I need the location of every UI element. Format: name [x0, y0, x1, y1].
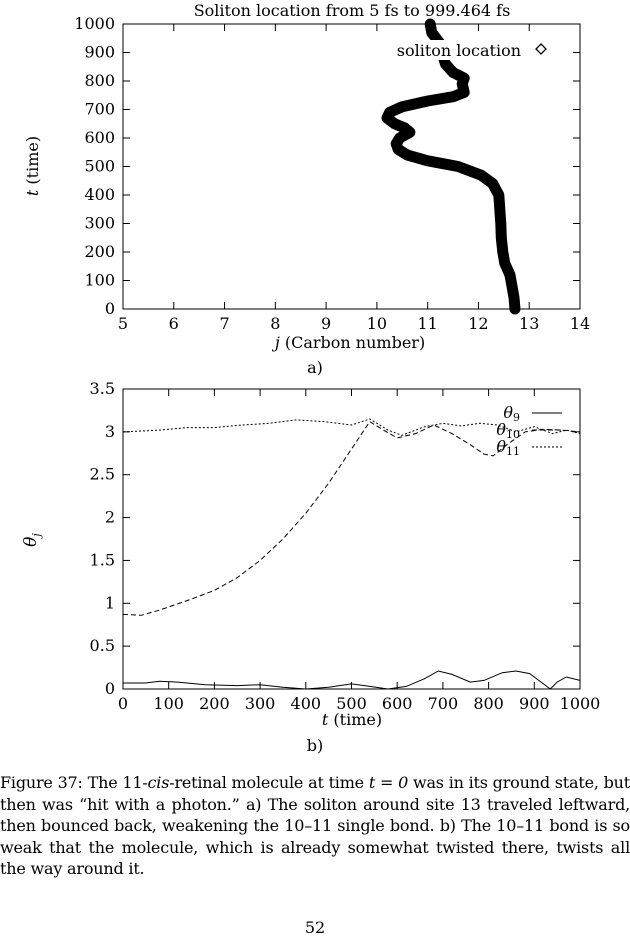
x-tick-label: 0 — [118, 694, 128, 713]
y-tick-label: 600 — [84, 128, 115, 147]
y-tick-label: 2.5 — [90, 465, 115, 484]
x-tick-label: 300 — [245, 694, 276, 713]
x-tick-label: 10 — [367, 314, 387, 333]
legend-diamond-icon — [535, 43, 547, 55]
x-tick-labels: 5 6 7 8 9 10 11 12 13 14 — [118, 314, 590, 333]
y-tick-label: 900 — [84, 43, 115, 62]
x-tick-label: 9 — [321, 314, 331, 333]
y-tick-label: 0 — [105, 299, 115, 318]
theta-chart: 0 100 200 300 400 500 600 700 800 900 1000 0 0.5 1 1.… — [21, 379, 600, 755]
y-tick-labels: 0 0.5 1 1.5 2 2.5 3 3.5 — [90, 379, 115, 698]
x-axis-label: t (time) — [322, 710, 382, 729]
theta11-line — [122, 418, 581, 436]
x-tick-label: 7 — [219, 314, 229, 333]
y-axis-label: θj — [21, 533, 43, 547]
chart-title: Soliton location from 5 fs to 999.464 fs — [194, 1, 511, 20]
page-number: 52 — [304, 918, 326, 937]
x-tick-label: 1000 — [560, 694, 601, 713]
y-tick-label: 1 — [105, 593, 115, 612]
y-tick-label: 1.5 — [90, 550, 115, 569]
axis-ticks — [122, 388, 581, 690]
y-tick-label: 300 — [84, 214, 115, 233]
x-tick-label: 200 — [199, 694, 230, 713]
x-tick-label: 100 — [153, 694, 184, 713]
y-tick-label: 400 — [84, 185, 115, 204]
y-tick-labels: 0 100 200 300 400 500 600 700 800 900 1000 — [74, 14, 115, 318]
x-tick-label: 14 — [570, 314, 590, 333]
x-tick-label: 8 — [270, 314, 280, 333]
y-axis-label: t (time) — [23, 136, 42, 196]
y-tick-label: 500 — [84, 157, 115, 176]
y-tick-label: 0 — [105, 679, 115, 698]
figure-caption: Figure 37: The 11-cis-retinal molecule a… — [0, 773, 630, 878]
panel-label-b: b) — [307, 736, 323, 755]
y-tick-label: 1000 — [74, 14, 115, 33]
y-tick-label: 3.5 — [90, 379, 115, 398]
x-tick-labels: 0 100 200 300 400 500 600 700 800 900 1000 — [118, 694, 600, 713]
soliton-location-trace — [381, 18, 521, 315]
x-tick-label: 700 — [428, 694, 459, 713]
x-tick-label: 11 — [417, 314, 437, 333]
x-tick-label: 6 — [169, 314, 179, 333]
axis-ticks — [122, 23, 581, 310]
y-tick-label: 800 — [84, 71, 115, 90]
x-tick-label: 600 — [382, 694, 413, 713]
theta10-line — [122, 420, 581, 616]
x-tick-label: 12 — [468, 314, 488, 333]
y-tick-label: 200 — [84, 242, 115, 261]
x-axis-label: j (Carbon number) — [272, 333, 425, 352]
x-tick-label: 800 — [473, 694, 504, 713]
theta9-line — [123, 670, 581, 690]
panel-label-a: a) — [307, 358, 323, 377]
y-tick-label: 100 — [84, 271, 115, 290]
y-tick-label: 0.5 — [90, 636, 115, 655]
y-tick-label: 700 — [84, 100, 115, 119]
y-tick-label: 3 — [105, 422, 115, 441]
x-tick-label: 400 — [291, 694, 322, 713]
legend: θ9 θ10 θ11 — [496, 403, 562, 458]
legend-label: soliton location — [397, 41, 521, 60]
legend: soliton location — [388, 40, 547, 60]
x-tick-label: 5 — [118, 314, 128, 333]
x-tick-label: 500 — [336, 694, 367, 713]
y-tick-label: 2 — [105, 508, 115, 527]
x-tick-label: 900 — [519, 694, 550, 713]
soliton-location-chart: Soliton location from 5 fs to 999.464 fs… — [23, 1, 590, 377]
x-tick-label: 13 — [519, 314, 539, 333]
